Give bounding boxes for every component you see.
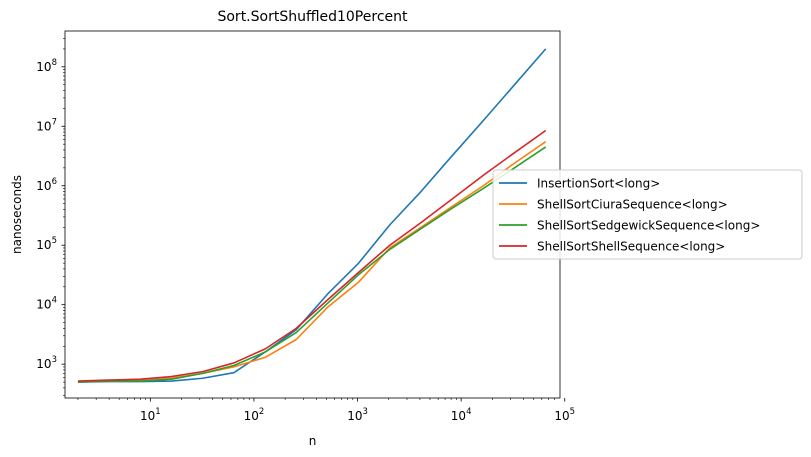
legend: InsertionSort<long> ShellSortCiuraSequenc… [492, 169, 803, 260]
y-axis-ticks: 103 104 105 106 107 108 [36, 38, 65, 396]
series-line-1 [77, 141, 547, 383]
x-axis-label: n [309, 434, 317, 448]
y-tick-label: 104 [36, 296, 57, 312]
legend-label-2: ShellSortSedgewickSequence<long> [537, 219, 760, 233]
x-tick-label: 102 [244, 407, 265, 423]
series-line-3 [77, 129, 547, 382]
series-line-0 [77, 48, 547, 383]
series-line-2 [77, 146, 547, 383]
chart-title: Sort.SortShuffled10Percent [217, 9, 408, 25]
series-lines [77, 48, 547, 383]
y-tick-label: 107 [36, 117, 57, 133]
legend-box [492, 169, 803, 260]
legend-label-0: InsertionSort<long> [537, 177, 660, 191]
y-tick-label: 106 [36, 177, 57, 193]
x-tick-label: 101 [140, 407, 161, 423]
x-tick-label: 103 [347, 407, 368, 423]
x-axis-ticks: 101 102 103 104 105 [77, 398, 575, 423]
y-tick-label: 103 [36, 355, 57, 371]
y-tick-label: 105 [36, 236, 57, 252]
y-tick-label: 108 [36, 58, 57, 74]
legend-label-1: ShellSortCiuraSequence<long> [537, 198, 728, 212]
x-tick-label: 104 [451, 407, 472, 423]
legend-label-3: ShellSortShellSequence<long> [537, 240, 725, 254]
y-axis-label: nanoseconds [10, 175, 24, 254]
plot-area [64, 30, 561, 399]
x-tick-label: 105 [554, 407, 575, 423]
